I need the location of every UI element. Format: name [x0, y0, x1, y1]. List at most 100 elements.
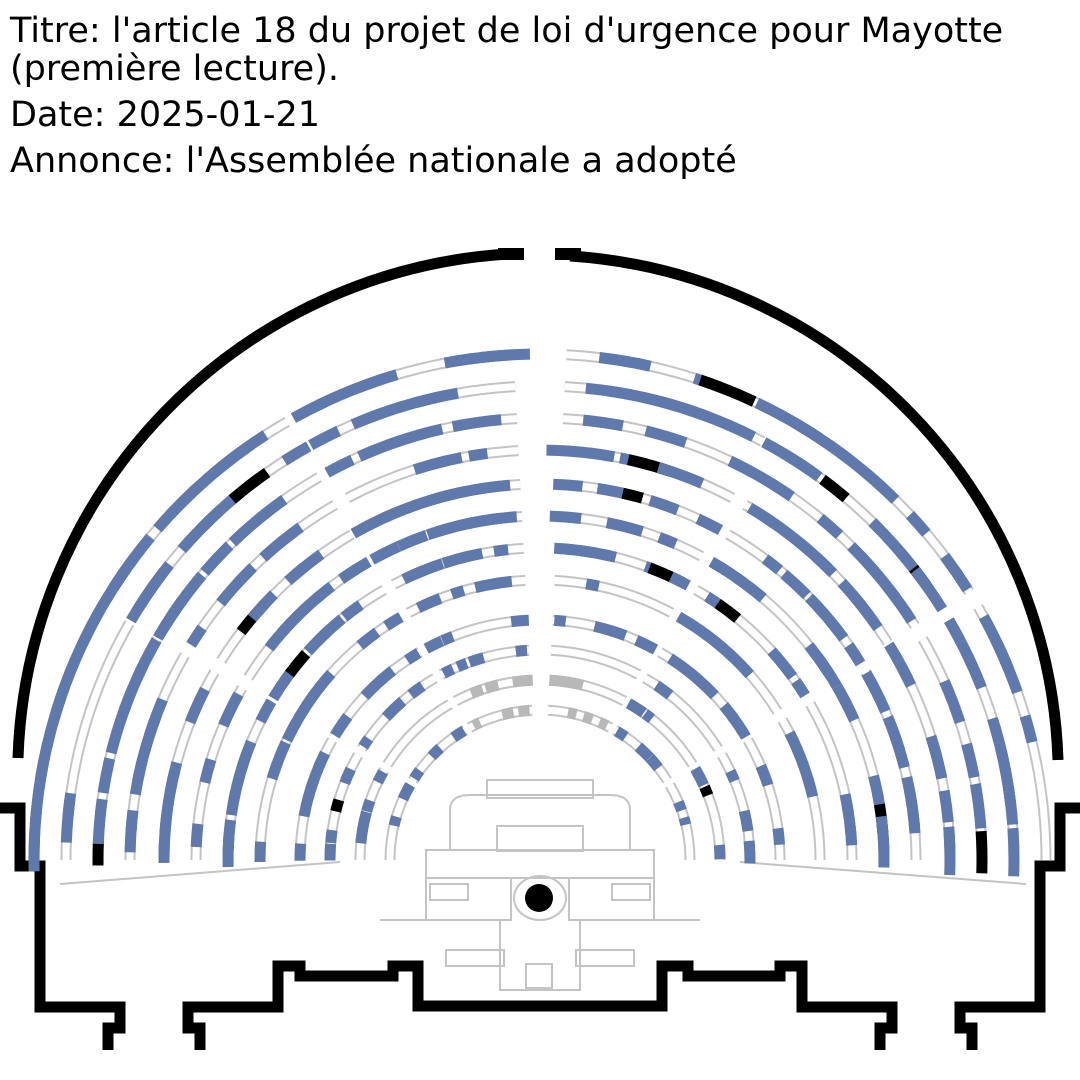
seat-voted — [641, 709, 656, 724]
seat-voted — [164, 761, 183, 794]
seat-voted — [910, 566, 947, 613]
seat-voted — [695, 513, 724, 535]
seat-voted — [404, 648, 422, 665]
seat-voted — [312, 750, 331, 772]
seat-voted — [755, 763, 774, 787]
seat-voted — [308, 425, 341, 451]
seat-voted — [324, 454, 355, 478]
seat-voted — [656, 462, 705, 489]
seat-voted — [813, 653, 842, 690]
vote-date-prefix: Date: — [10, 95, 106, 135]
seat-voted — [383, 612, 404, 631]
seat-voted — [510, 614, 530, 628]
seat-voted — [450, 725, 467, 743]
seat-voted — [372, 769, 388, 785]
seat-black-mark — [819, 474, 850, 503]
seat-voted — [844, 642, 866, 667]
seat-voted — [411, 558, 445, 580]
seat-voted — [480, 479, 511, 495]
outer-wall-arc-right — [569, 250, 1064, 761]
seat-voted — [369, 541, 401, 565]
seat-voted — [839, 696, 860, 723]
vote-announcement-line: Annonce: l'Assemblée nationale a adopté — [10, 142, 1070, 180]
seat-voted — [605, 517, 644, 537]
seat-voted — [358, 735, 374, 750]
seat-voted — [907, 810, 921, 834]
seat-row-inner — [726, 531, 862, 663]
seat-voted — [939, 679, 966, 725]
seat-voted — [887, 589, 917, 624]
seat-voted — [725, 768, 740, 783]
seat-voted — [330, 713, 353, 739]
seat-voted — [294, 843, 307, 861]
seat-voted — [780, 569, 811, 600]
seat-voted — [792, 418, 833, 450]
vote-date-line: Date: 2025-01-21 — [10, 96, 1070, 134]
seat-voted — [111, 533, 155, 587]
vote-title-line: Titre: l'article 18 du projet de loi d'u… — [10, 12, 1070, 88]
seat-voted — [168, 571, 207, 617]
seat-voted — [365, 369, 399, 390]
seat-voted — [355, 828, 369, 844]
seat-voted — [609, 625, 628, 641]
seat-voted — [350, 510, 391, 539]
seat-voted — [451, 414, 502, 433]
seat-voted — [471, 717, 483, 731]
seat-voted — [83, 593, 114, 635]
seat-voted — [415, 423, 444, 441]
seat-voted — [281, 711, 306, 743]
seat-black-mark — [714, 598, 742, 623]
seat-voted — [222, 819, 237, 852]
seat-voted — [397, 782, 415, 802]
seat-voted — [673, 799, 687, 813]
seat-voted — [588, 447, 616, 463]
seat-voted — [772, 827, 785, 846]
seat-voted — [690, 765, 709, 788]
seat-voted — [443, 482, 484, 502]
seat-voted — [415, 593, 443, 613]
vote-title: l'article 18 du projet de loi d'urgence … — [10, 11, 1004, 89]
seat-voted — [231, 563, 257, 589]
seat-voted — [784, 730, 803, 753]
seat-voted — [597, 717, 610, 731]
seat-voted — [634, 742, 654, 762]
seat-black-mark — [975, 830, 988, 874]
seat-voted — [281, 441, 312, 466]
seat-voted — [943, 829, 956, 876]
seat-voted — [483, 679, 500, 694]
seat-voted — [648, 495, 680, 516]
seat-voted — [827, 440, 874, 481]
seat-voted — [500, 706, 515, 721]
seat-voted — [549, 510, 582, 524]
seat-voted — [797, 761, 814, 783]
seat-voted — [791, 678, 810, 699]
seat-row-inner — [643, 675, 722, 751]
outer-wall-arc — [12, 248, 509, 759]
vote-caption: Titre: l'article 18 du projet de loi d'u… — [10, 12, 1070, 188]
seat-voted — [370, 403, 396, 422]
seat-voted — [40, 707, 63, 751]
seat-voted — [440, 663, 456, 679]
seat-voted — [653, 680, 674, 700]
seat-voted — [440, 631, 455, 646]
seat-voted — [423, 635, 445, 654]
seat-voted — [215, 430, 269, 474]
seat-voted — [928, 742, 948, 780]
seat-voted — [724, 648, 745, 669]
seat-voted — [455, 658, 469, 672]
seat-voted — [356, 627, 381, 650]
seat-voted — [517, 704, 531, 718]
seat-voted — [887, 727, 910, 769]
vote-announcement: l'Assemblée nationale a adopté — [185, 141, 737, 181]
seat-row-inner — [554, 576, 674, 616]
outer-wall-gap-right — [555, 248, 581, 260]
seat-voted — [255, 698, 277, 724]
seat-voted — [269, 740, 291, 773]
seat-voted — [861, 670, 891, 714]
seat-voted — [314, 669, 336, 692]
seat-voted — [796, 458, 823, 482]
seat-voted — [312, 614, 346, 647]
seats — [28, 348, 1038, 877]
seat-voted — [340, 600, 364, 622]
